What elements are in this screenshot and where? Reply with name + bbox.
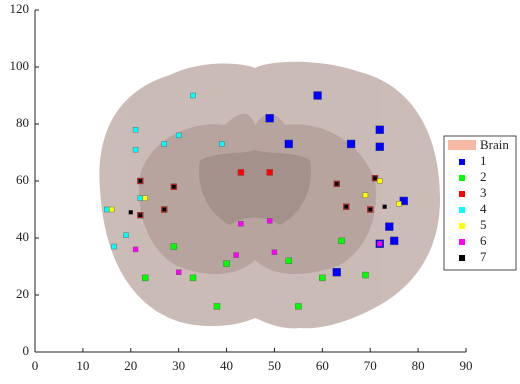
legend-label: 2 (480, 169, 487, 184)
marker (382, 204, 387, 209)
marker (170, 243, 178, 250)
marker (142, 195, 148, 201)
marker (132, 126, 139, 133)
marker (385, 222, 394, 231)
marker (108, 206, 115, 213)
marker (175, 269, 182, 275)
x-tick-label: 80 (412, 358, 425, 373)
legend-label: 7 (480, 249, 487, 264)
marker (338, 237, 345, 245)
marker (219, 141, 225, 147)
legend-swatch (448, 140, 476, 150)
marker (238, 221, 244, 227)
marker (344, 204, 349, 209)
legend-label: 4 (480, 201, 487, 216)
y-tick-label: 120 (10, 1, 30, 16)
marker (319, 274, 326, 282)
x-tick-label: 90 (460, 358, 473, 373)
marker (161, 141, 168, 147)
marker (171, 184, 177, 189)
y-tick-label: 60 (16, 172, 29, 187)
x-tick-label: 60 (316, 358, 329, 373)
x-tick-label: 70 (364, 358, 377, 373)
legend-box (443, 135, 517, 271)
marker (295, 303, 302, 310)
legend-label: 5 (480, 217, 487, 232)
marker (284, 139, 294, 149)
legend-label: 6 (480, 233, 487, 248)
marker (265, 114, 274, 123)
marker (111, 243, 117, 250)
marker (137, 195, 144, 201)
x-tick-label: 40 (220, 358, 233, 373)
marker (271, 249, 278, 255)
x-tick-label: 20 (124, 358, 137, 373)
marker (313, 91, 322, 100)
x-tick-label: 30 (172, 358, 185, 373)
legend-marker (459, 191, 465, 197)
legend-marker (459, 223, 465, 229)
marker (213, 303, 221, 310)
marker (362, 192, 369, 198)
marker (399, 196, 408, 206)
x-tick-label: 10 (76, 358, 89, 373)
legend-label: 3 (480, 185, 487, 200)
marker (189, 274, 197, 282)
marker (389, 236, 399, 246)
y-tick-label: 0 (23, 343, 30, 358)
marker (346, 139, 356, 149)
marker (237, 169, 245, 176)
marker (285, 257, 293, 264)
legend-label: 1 (480, 153, 487, 168)
marker (334, 181, 339, 187)
legend-marker (459, 255, 465, 261)
marker (377, 178, 383, 184)
y-tick-label: 100 (10, 58, 30, 73)
marker (138, 212, 143, 218)
x-tick-label: 0 (32, 358, 39, 373)
marker (138, 178, 143, 184)
marker (223, 260, 230, 267)
marker (104, 206, 110, 213)
y-tick-label: 20 (16, 286, 29, 301)
marker (190, 92, 196, 99)
marker (128, 210, 133, 215)
marker (372, 175, 378, 181)
legend-marker (459, 207, 465, 213)
marker (123, 232, 129, 238)
marker (332, 268, 341, 277)
legend-label: Brain (480, 137, 509, 152)
x-tick-label: 50 (268, 358, 281, 373)
marker (132, 146, 139, 153)
marker (375, 142, 384, 152)
marker (233, 252, 239, 258)
marker (266, 169, 273, 176)
legend-marker (459, 239, 465, 245)
y-tick-label: 80 (16, 115, 29, 130)
marker (396, 201, 402, 207)
marker (362, 271, 369, 279)
marker (266, 218, 273, 224)
marker (375, 125, 384, 134)
marker (368, 207, 373, 212)
marker (377, 240, 383, 247)
marker (141, 274, 149, 282)
brain-image (99, 61, 441, 329)
legend-marker (459, 175, 465, 181)
marker (132, 246, 139, 253)
marker (175, 132, 182, 139)
legend-marker (459, 159, 465, 165)
marker (162, 207, 167, 212)
y-tick-label: 40 (16, 229, 29, 244)
